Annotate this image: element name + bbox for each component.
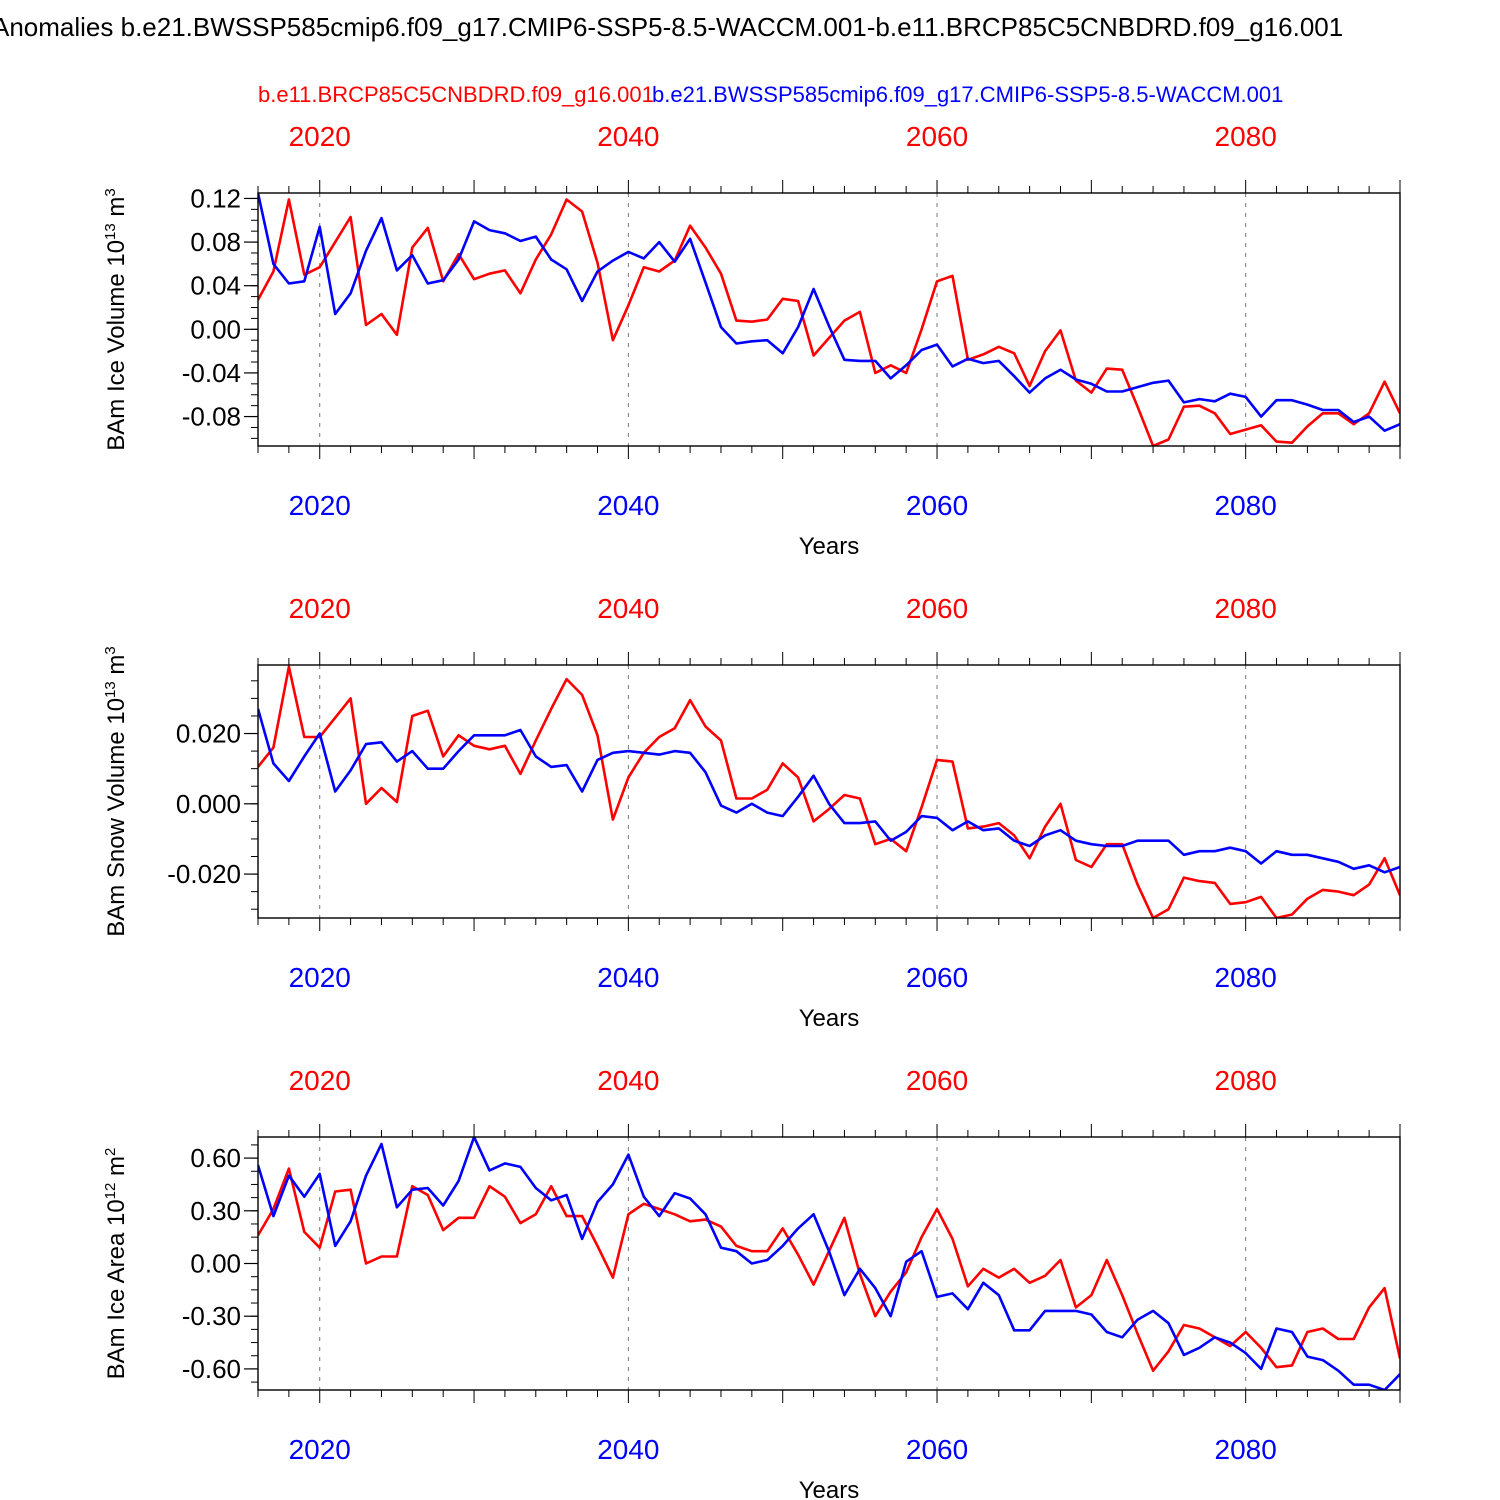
y-axis-label-part: 13 bbox=[102, 681, 119, 698]
y-tick-label: 0.12 bbox=[190, 183, 241, 213]
series-line-red bbox=[258, 1167, 1400, 1372]
y-axis-label-part: 3 bbox=[102, 646, 119, 654]
y-tick-label: -0.04 bbox=[182, 358, 241, 388]
y-axis-label-part: BAm Ice Area 10 bbox=[103, 1199, 130, 1379]
legend-red-label: b.e11.BRCP85C5CNBDRD.f09_g16.001 bbox=[258, 82, 654, 107]
y-tick-label: -0.60 bbox=[182, 1354, 241, 1384]
x-tick-label-top: 2060 bbox=[906, 1065, 968, 1096]
y-axis-label-part: 13 bbox=[102, 223, 119, 240]
y-tick-label: -0.30 bbox=[182, 1301, 241, 1331]
x-tick-label-bottom: 2060 bbox=[906, 490, 968, 521]
x-tick-label-top: 2020 bbox=[289, 1065, 351, 1096]
legend-blue-label: b.e21.BWSSP585cmip6.f09_g17.CMIP6-SSP5-8… bbox=[652, 82, 1284, 107]
y-axis-label: BAm Ice Area 1012 m2 bbox=[102, 1148, 130, 1380]
y-tick-label: 0.020 bbox=[176, 719, 241, 749]
y-axis-label: BAm Ice Volume 1013 m3 bbox=[102, 188, 130, 450]
plot-frame bbox=[257, 1136, 1401, 1391]
y-tick-label: -0.08 bbox=[182, 402, 241, 432]
series-line-blue bbox=[258, 1137, 1400, 1390]
y-axis-label-part: m bbox=[103, 655, 130, 682]
y-axis-label-part: 2 bbox=[102, 1148, 119, 1156]
x-tick-label-top: 2080 bbox=[1215, 593, 1277, 624]
x-tick-label-bottom: 2040 bbox=[597, 490, 659, 521]
series-line-blue bbox=[258, 193, 1400, 433]
plot-frame bbox=[257, 664, 1401, 919]
y-axis-label-part: BAm Snow Volume 10 bbox=[103, 698, 130, 937]
y-tick-label: -0.020 bbox=[167, 859, 241, 889]
x-tick-label-bottom: 2020 bbox=[289, 1434, 351, 1465]
x-tick-label-top: 2080 bbox=[1215, 121, 1277, 152]
x-tick-label-bottom: 2060 bbox=[906, 962, 968, 993]
y-axis-label-part: m bbox=[103, 197, 130, 224]
x-axis-label: Years bbox=[799, 1005, 860, 1032]
plot-frame bbox=[257, 192, 1401, 447]
series-line-blue bbox=[258, 708, 1400, 874]
figure-title: Anomalies b.e21.BWSSP585cmip6.f09_g17.CM… bbox=[0, 12, 1344, 42]
x-tick-label-top: 2040 bbox=[597, 121, 659, 152]
x-tick-label-top: 2040 bbox=[597, 593, 659, 624]
x-tick-label-bottom: 2080 bbox=[1215, 962, 1277, 993]
y-tick-label: 0.60 bbox=[190, 1143, 241, 1173]
x-tick-label-top: 2040 bbox=[597, 1065, 659, 1096]
x-tick-label-bottom: 2040 bbox=[597, 962, 659, 993]
y-axis-label-part: 12 bbox=[102, 1183, 119, 1200]
y-tick-label: 0.04 bbox=[190, 271, 241, 301]
x-tick-label-bottom: 2020 bbox=[289, 490, 351, 521]
x-tick-label-top: 2060 bbox=[906, 121, 968, 152]
x-tick-label-bottom: 2080 bbox=[1215, 1434, 1277, 1465]
y-axis-label-part: BAm Ice Volume 10 bbox=[103, 240, 130, 451]
series-line-red bbox=[258, 665, 1400, 918]
y-axis-label: BAm Snow Volume 1013 m3 bbox=[102, 646, 130, 937]
x-axis-label: Years bbox=[799, 533, 860, 560]
x-tick-label-bottom: 2020 bbox=[289, 962, 351, 993]
y-tick-label: 0.30 bbox=[190, 1196, 241, 1226]
y-tick-label: 0.00 bbox=[190, 1249, 241, 1279]
x-tick-label-top: 2020 bbox=[289, 121, 351, 152]
y-axis-label-part: m bbox=[103, 1156, 130, 1183]
y-tick-label: 0.000 bbox=[176, 789, 241, 819]
x-axis-label: Years bbox=[799, 1477, 860, 1500]
x-tick-label-top: 2080 bbox=[1215, 1065, 1277, 1096]
x-tick-label-top: 2020 bbox=[289, 593, 351, 624]
x-tick-label-bottom: 2040 bbox=[597, 1434, 659, 1465]
y-tick-label: 0.00 bbox=[190, 314, 241, 344]
x-tick-label-bottom: 2060 bbox=[906, 1434, 968, 1465]
x-tick-label-top: 2060 bbox=[906, 593, 968, 624]
x-tick-label-bottom: 2080 bbox=[1215, 490, 1277, 521]
y-axis-label-part: 3 bbox=[102, 188, 119, 196]
y-tick-label: 0.08 bbox=[190, 227, 241, 257]
